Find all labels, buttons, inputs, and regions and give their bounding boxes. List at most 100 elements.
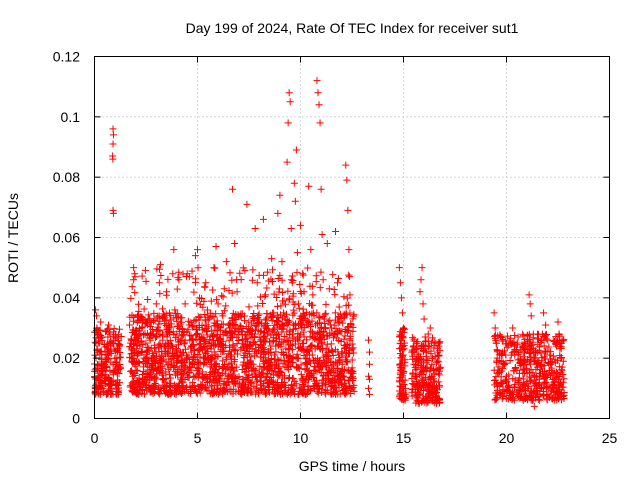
data-point	[308, 341, 316, 349]
data-point	[257, 381, 265, 389]
data-point	[295, 390, 303, 398]
y-tick-label: 0.06	[53, 230, 80, 246]
data-point	[188, 267, 196, 275]
data-point	[285, 296, 293, 304]
data-point	[490, 332, 498, 340]
data-point	[322, 387, 330, 395]
data-point	[414, 381, 422, 389]
data-point	[303, 355, 311, 363]
data-point	[102, 390, 110, 398]
data-point	[288, 374, 296, 382]
data-point	[264, 370, 272, 378]
data-point	[264, 268, 272, 276]
data-point	[149, 353, 157, 361]
data-point	[117, 333, 125, 341]
data-point	[245, 350, 253, 358]
data-point	[318, 339, 326, 347]
data-point	[431, 384, 439, 392]
data-point	[286, 345, 294, 353]
data-point	[315, 313, 323, 321]
data-point	[178, 325, 186, 333]
data-point	[198, 368, 206, 376]
data-point	[204, 348, 212, 356]
data-point	[218, 369, 226, 377]
data-point	[110, 325, 118, 333]
data-point	[349, 327, 357, 335]
data-point	[534, 393, 542, 401]
data-point	[319, 276, 327, 284]
data-point	[523, 331, 531, 339]
data-point	[254, 312, 262, 320]
y-tick-label: 0.02	[53, 350, 80, 366]
data-point	[172, 384, 180, 392]
data-point	[279, 360, 287, 368]
data-point	[267, 275, 275, 283]
data-point	[513, 341, 521, 349]
data-point	[170, 331, 178, 339]
data-point	[138, 272, 146, 280]
data-point	[261, 292, 269, 300]
x-tick-label: 20	[499, 430, 515, 446]
data-point	[177, 357, 185, 365]
data-point	[411, 388, 419, 396]
data-point	[510, 342, 518, 350]
data-point	[269, 338, 277, 346]
data-point	[111, 336, 119, 344]
x-axis-label: GPS time / hours	[299, 458, 406, 474]
data-point	[241, 267, 249, 275]
data-point	[229, 185, 237, 193]
data-point	[190, 353, 198, 361]
data-point	[173, 285, 181, 293]
data-point	[334, 314, 342, 322]
data-point	[279, 381, 287, 389]
data-point	[517, 387, 525, 395]
data-point	[298, 375, 306, 383]
data-point	[498, 333, 506, 341]
data-point	[412, 399, 420, 407]
data-point	[96, 339, 104, 347]
data-point	[400, 369, 407, 377]
data-point	[345, 384, 353, 392]
data-point	[526, 345, 534, 353]
data-point	[313, 320, 321, 328]
y-tick-label: 0	[72, 411, 80, 427]
data-point	[151, 389, 159, 397]
data-point	[155, 279, 163, 287]
data-point	[295, 304, 303, 312]
data-point	[307, 327, 315, 335]
data-point	[316, 119, 324, 127]
data-point	[250, 309, 258, 317]
data-point	[398, 309, 406, 317]
data-point	[145, 311, 153, 319]
data-point	[146, 336, 154, 344]
data-point	[346, 336, 354, 344]
data-point	[105, 348, 113, 356]
data-point	[366, 360, 374, 368]
data-point	[175, 276, 183, 284]
data-point	[234, 350, 242, 358]
data-point	[183, 270, 191, 278]
data-point	[233, 288, 241, 296]
data-point	[167, 383, 175, 391]
data-point	[551, 339, 559, 347]
data-point	[212, 310, 220, 318]
x-tick-label: 5	[194, 430, 202, 446]
data-point	[545, 384, 553, 392]
data-point	[203, 331, 211, 339]
data-point	[315, 101, 323, 109]
data-point	[201, 316, 209, 324]
data-point	[178, 356, 186, 364]
data-point	[128, 311, 136, 319]
data-point	[226, 269, 234, 277]
data-point	[509, 324, 517, 332]
data-point	[178, 332, 186, 340]
y-tick-label: 0.08	[53, 169, 80, 185]
data-point	[336, 318, 344, 326]
data-point	[321, 311, 329, 319]
data-point	[267, 358, 275, 366]
data-point	[275, 369, 283, 377]
data-point	[349, 373, 357, 381]
data-point	[154, 323, 162, 331]
data-point	[226, 334, 234, 342]
data-point	[307, 342, 315, 350]
